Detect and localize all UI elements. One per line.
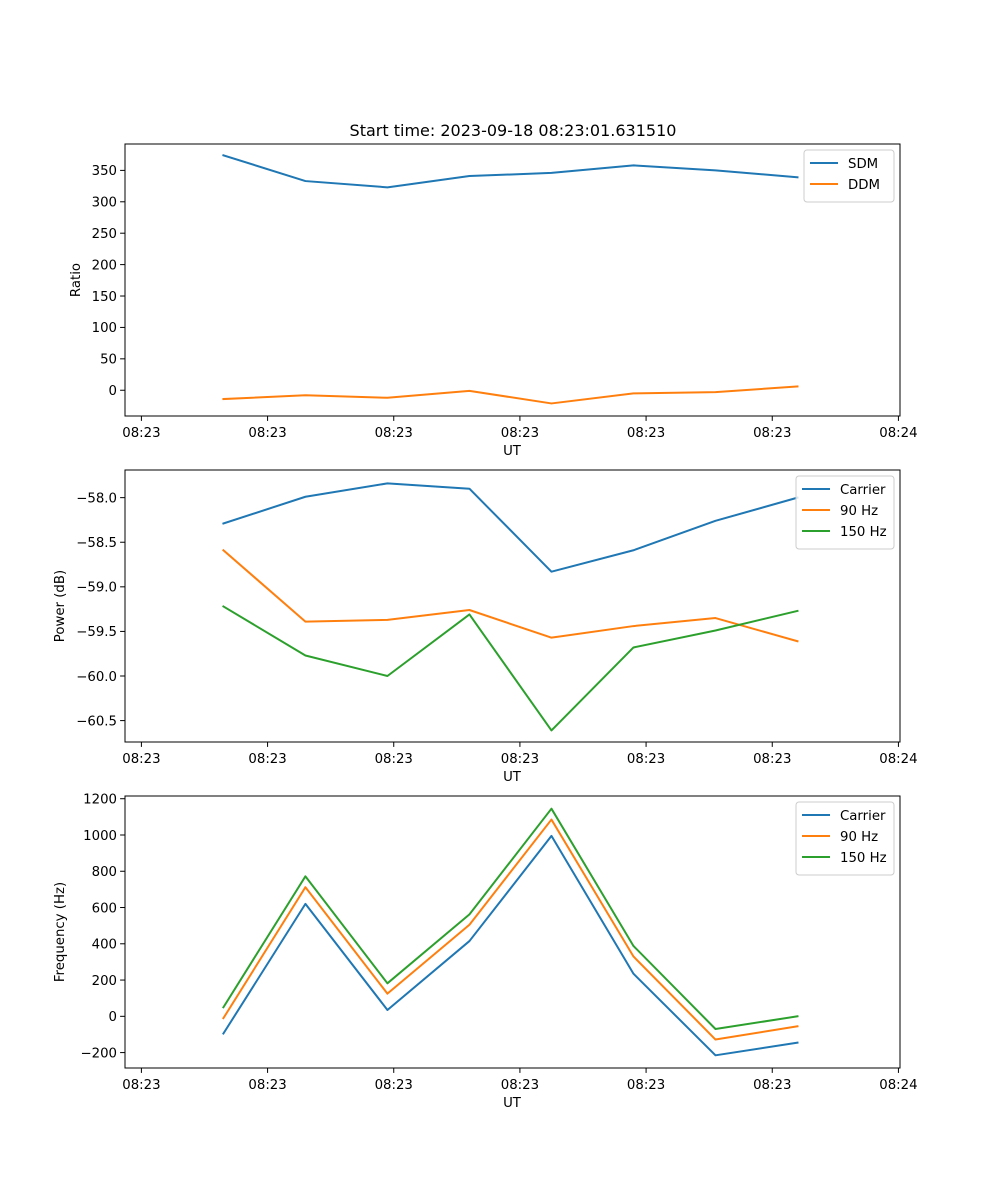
x-tick-label: 08:23 <box>122 752 160 767</box>
legend: SDM DDM <box>803 149 895 203</box>
y-tick-label: 250 <box>92 227 117 242</box>
legend-label: 90 Hz <box>840 504 878 519</box>
legend-label: 150 Hz <box>840 525 887 540</box>
legend: Carrier 90 Hz 150 Hz <box>795 801 895 876</box>
x-tick-label: 08:23 <box>501 426 539 441</box>
y-tick-label: −58.5 <box>76 536 117 551</box>
series-line-90-hz <box>222 818 799 1041</box>
series-line-90-hz <box>221 548 799 643</box>
legend-label: Carrier <box>840 809 886 824</box>
y-tick-label: 200 <box>92 258 117 273</box>
y-tick-label: 400 <box>92 938 117 953</box>
series-line-150-hz <box>222 807 799 1031</box>
x-tick-label: 08:23 <box>122 1078 160 1093</box>
axes-frame <box>124 795 901 1069</box>
y-tick-label: −60.0 <box>76 670 117 685</box>
y-tick-label: 300 <box>92 196 117 211</box>
y-tick-label: 0 <box>109 384 117 399</box>
legend-label: Carrier <box>840 483 886 498</box>
series-line-sdm <box>222 154 799 189</box>
figure-title: Start time: 2023-09-18 08:23:01.631510 <box>350 121 677 140</box>
y-tick-label: 1200 <box>83 793 117 808</box>
series-line-ddm <box>222 385 799 405</box>
x-tick-label: 08:23 <box>627 426 665 441</box>
x-tick-label: 08:23 <box>248 1078 286 1093</box>
plot-area <box>125 796 900 1068</box>
x-tick-label: 08:24 <box>879 1078 917 1093</box>
plot-area <box>125 470 900 742</box>
series-line-150-hz <box>222 605 799 732</box>
x-tick-label: 08:23 <box>501 752 539 767</box>
y-tick-label: 150 <box>92 290 117 305</box>
axes-frame <box>124 143 901 417</box>
y-tick-label: −60.5 <box>76 714 117 729</box>
x-tick-label: 08:23 <box>375 1078 413 1093</box>
series-line-carrier <box>222 834 799 1057</box>
legend-label: SDM <box>848 157 878 172</box>
y-tick-label: −58.0 <box>76 491 117 506</box>
y-tick-label: 1000 <box>83 829 117 844</box>
legend: Carrier 90 Hz 150 Hz <box>795 475 895 550</box>
legend-label: 90 Hz <box>840 830 878 845</box>
x-tick-label: 08:23 <box>248 426 286 441</box>
y-tick-label: −59.0 <box>76 581 117 596</box>
x-tick-label: 08:23 <box>627 1078 665 1093</box>
x-tick-label: 08:23 <box>501 1078 539 1093</box>
x-tick-label: 08:23 <box>753 1078 791 1093</box>
chart-panel-3: 08:23 08:23 08:23 08:23 08:23 08:23 08:24 −200 0… <box>53 793 918 1111</box>
x-tick-label: 08:23 <box>753 426 791 441</box>
y-tick-label: −59.5 <box>76 625 117 640</box>
y-tick-label: 50 <box>100 353 117 368</box>
chart-panel-2: 08:23 08:23 08:23 08:23 08:23 08:23 08:24 −58.0… <box>53 469 918 785</box>
y-tick-label: 350 <box>92 164 117 179</box>
chart-panel-1: 08:23 08:23 08:23 08:23 08:23 08:23 08:24 0 50 10… <box>69 143 918 459</box>
x-tick-label: 08:23 <box>753 752 791 767</box>
x-axis-label: UT <box>503 1096 522 1111</box>
y-tick-label: 800 <box>92 865 117 880</box>
legend-label: 150 Hz <box>840 851 887 866</box>
chart-panels: 08:23 08:23 08:23 08:23 08:23 08:23 08:24 0 50 10… <box>53 143 918 1111</box>
x-tick-label: 08:23 <box>627 752 665 767</box>
x-tick-label: 08:24 <box>879 752 917 767</box>
x-tick-label: 08:23 <box>248 752 286 767</box>
x-tick-label: 08:23 <box>375 426 413 441</box>
y-axis-label: Power (dB) <box>53 570 68 642</box>
series-line-carrier <box>222 482 799 573</box>
y-tick-label: 0 <box>109 1010 117 1025</box>
y-tick-label: −200 <box>80 1046 117 1061</box>
x-axis-label: UT <box>503 444 522 459</box>
y-axis-label: Ratio <box>69 263 84 297</box>
y-tick-label: 100 <box>92 321 117 336</box>
x-tick-label: 08:24 <box>879 426 917 441</box>
y-tick-label: 200 <box>92 974 117 989</box>
y-axis-label: Frequency (Hz) <box>53 882 68 982</box>
axes-frame <box>124 469 901 743</box>
x-axis-label: UT <box>503 770 522 785</box>
x-tick-label: 08:23 <box>122 426 160 441</box>
plot-area <box>125 144 900 416</box>
legend-label: DDM <box>848 178 880 193</box>
x-tick-label: 08:23 <box>375 752 413 767</box>
y-tick-label: 600 <box>92 901 117 916</box>
